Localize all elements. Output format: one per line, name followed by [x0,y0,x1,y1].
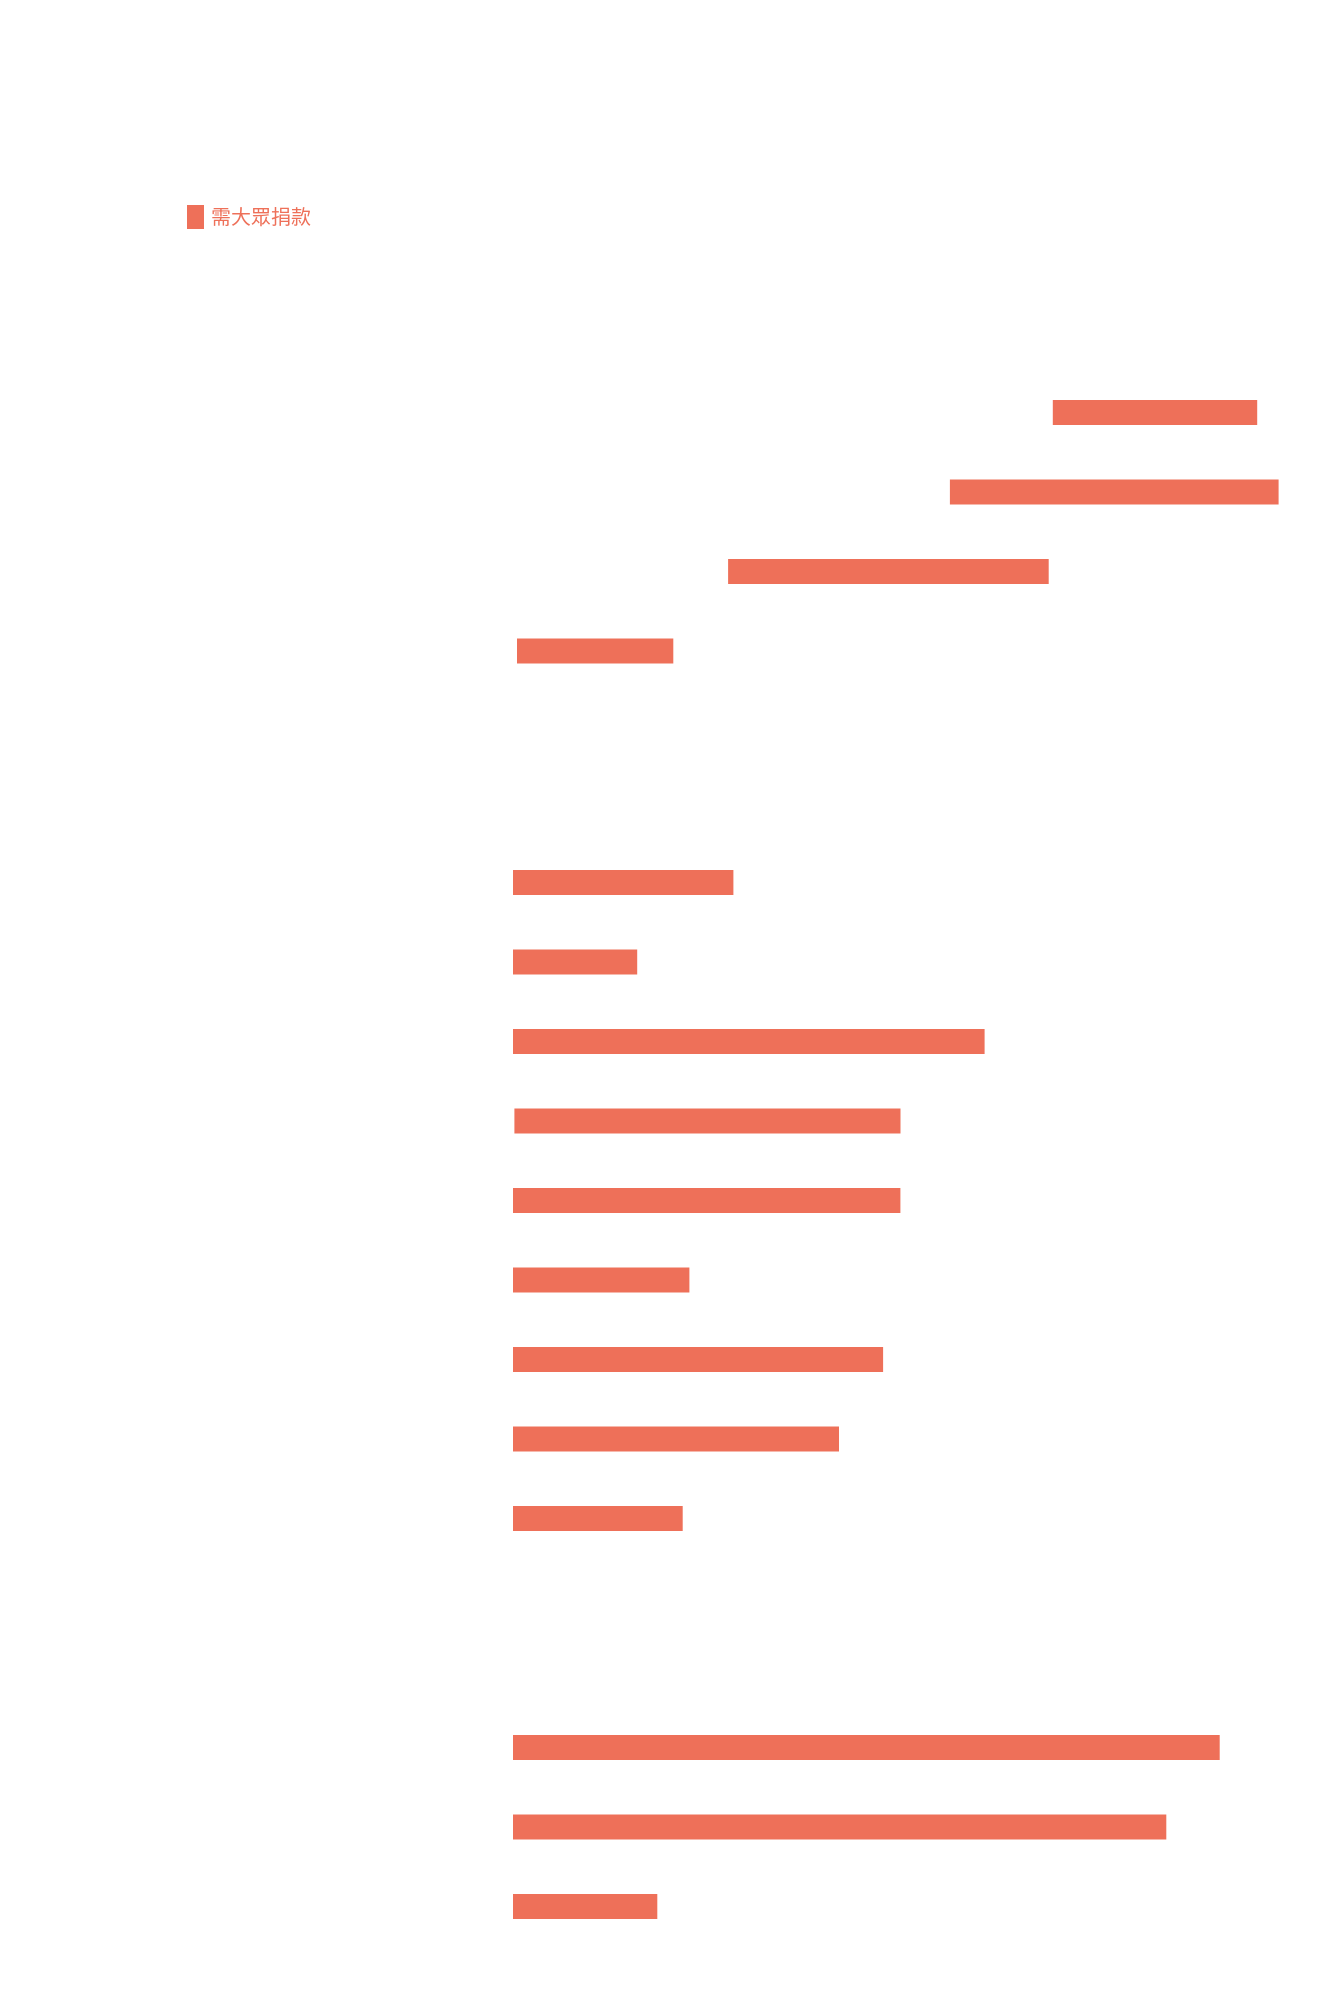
bar-group-2-row-3 [513,1029,985,1054]
bar-group-2-row-7 [513,1347,884,1372]
bar-group-1-row-4 [517,638,674,664]
bar-group-1-row-2 [949,479,1279,505]
bar-group-2-row-1 [513,870,734,895]
bar-group-2-row-9 [513,1506,683,1531]
bar-group-2-row-2 [513,949,638,975]
bar-group-1-row-3 [728,559,1049,584]
bar-group-1-row-1 [1052,400,1258,425]
legend-label: 需大眾捐款 [211,205,311,229]
bar-group-3-row-1 [513,1735,1220,1760]
legend-swatch [187,205,204,229]
legend: 需大眾捐款 [187,205,311,229]
bar-group-2-row-4 [514,1108,901,1134]
bar-group-2-row-8 [513,1426,839,1452]
bar-group-2-row-5 [513,1188,901,1213]
bar-group-3-row-2 [513,1814,1167,1840]
bar-group-3-row-3 [513,1894,658,1919]
bar-group-2-row-6 [513,1267,690,1293]
